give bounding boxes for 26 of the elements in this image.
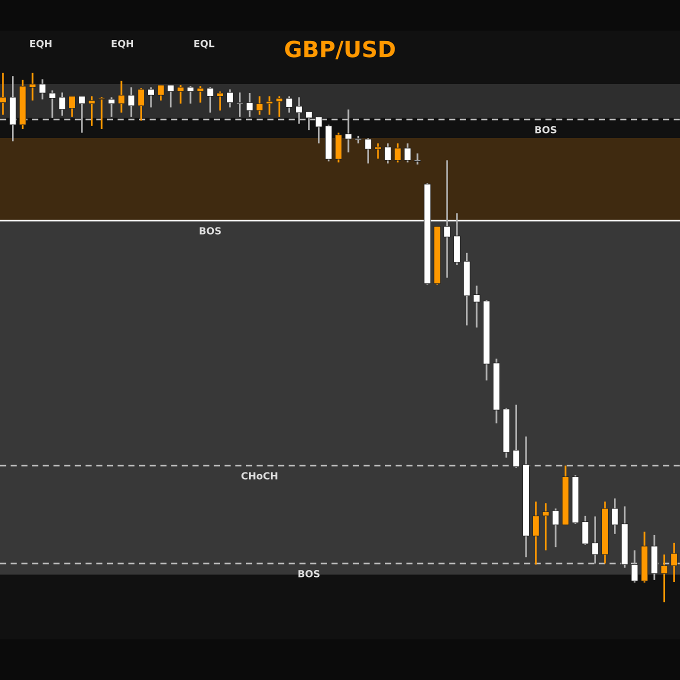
candlestick [552,508,560,548]
candlestick [404,142,412,164]
ref-line-label: BOS [200,227,221,234]
candlestick [660,554,668,603]
candlestick [374,142,382,160]
candlestick [226,88,234,108]
candlestick [286,95,293,114]
ref-line-label: BOS [535,126,556,134]
candlestick [394,142,402,164]
ref-line-label: BOS [298,570,320,578]
text: EQL [194,40,214,49]
candlestick [414,152,422,166]
ref-line-label: CHoCH [241,472,278,480]
candlestick [611,498,618,535]
candlestick [542,502,550,552]
chart-title: GBP/USD [285,40,395,60]
text: EQH [30,40,52,49]
candlestick [532,500,540,566]
candlestick [384,142,392,164]
candlestick [216,90,224,112]
candlestick [670,542,678,583]
candlestick [582,515,589,546]
candlestick [512,404,520,469]
text: EQH [112,40,134,49]
candlestick [364,137,372,164]
candlestick [473,284,480,328]
